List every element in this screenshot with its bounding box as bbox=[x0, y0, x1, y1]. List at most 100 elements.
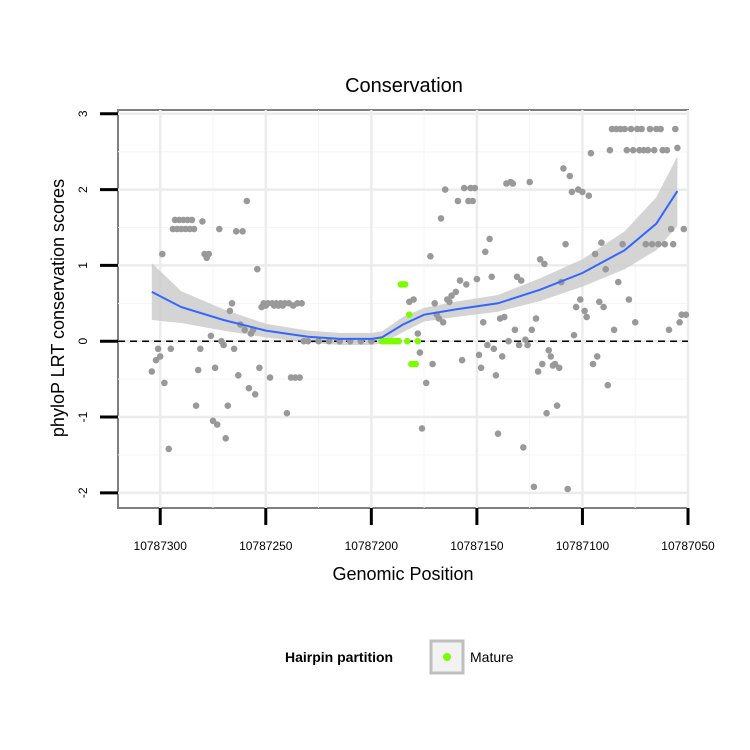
data-point bbox=[581, 307, 588, 315]
data-point bbox=[437, 215, 445, 222]
data-point bbox=[602, 265, 609, 273]
data-point bbox=[213, 421, 221, 428]
data-point bbox=[410, 296, 417, 303]
data-point bbox=[657, 125, 664, 133]
data-point bbox=[427, 252, 434, 260]
data-point bbox=[579, 188, 586, 196]
data-point bbox=[566, 172, 574, 180]
data-point bbox=[650, 146, 658, 154]
data-point bbox=[627, 125, 635, 133]
data-point bbox=[222, 435, 229, 442]
data-point bbox=[494, 430, 502, 438]
mature-point bbox=[412, 360, 420, 368]
x-tick-label: 10787300 bbox=[134, 539, 188, 553]
data-point bbox=[473, 275, 481, 283]
data-point bbox=[577, 296, 584, 303]
data-point bbox=[243, 197, 251, 205]
data-point bbox=[517, 277, 525, 284]
data-point bbox=[555, 364, 563, 372]
data-point bbox=[167, 345, 175, 353]
data-point bbox=[460, 184, 468, 192]
data-point bbox=[661, 240, 669, 248]
data-point bbox=[596, 298, 603, 306]
data-point bbox=[256, 364, 263, 372]
data-point bbox=[570, 331, 578, 339]
data-point bbox=[492, 372, 500, 379]
data-point bbox=[543, 409, 550, 417]
data-point bbox=[572, 303, 580, 311]
data-point bbox=[304, 337, 312, 345]
data-point bbox=[251, 391, 259, 398]
data-point bbox=[551, 360, 559, 368]
x-tick-label: 10787250 bbox=[239, 539, 293, 553]
data-point bbox=[610, 326, 618, 334]
x-axis: 10787300 10787250 10787200 10787150 10787100… bbox=[134, 508, 715, 553]
data-point bbox=[648, 240, 656, 248]
data-point bbox=[598, 239, 605, 246]
smooth-curve bbox=[151, 190, 679, 340]
legend-label-mature: Mature bbox=[470, 649, 514, 665]
data-point bbox=[199, 218, 206, 225]
data-point bbox=[435, 315, 443, 322]
data-point bbox=[232, 228, 240, 235]
data-point bbox=[515, 341, 523, 349]
data-point bbox=[471, 184, 479, 192]
data-point bbox=[587, 149, 595, 157]
data-point bbox=[454, 197, 462, 205]
data-point bbox=[631, 319, 639, 326]
data-point bbox=[646, 125, 654, 133]
data-point bbox=[589, 360, 597, 368]
confidence-band bbox=[151, 156, 678, 345]
data-point bbox=[642, 240, 650, 248]
data-point bbox=[253, 265, 261, 273]
data-point bbox=[482, 248, 489, 256]
y-tick-label: 3 bbox=[76, 110, 90, 117]
data-point bbox=[520, 444, 527, 451]
data-point bbox=[456, 277, 464, 284]
mature-point bbox=[395, 337, 403, 345]
data-point bbox=[615, 278, 622, 286]
data-point bbox=[501, 313, 508, 321]
data-point bbox=[194, 366, 202, 374]
data-point bbox=[448, 292, 455, 300]
data-point bbox=[545, 347, 552, 354]
data-point bbox=[498, 353, 506, 360]
gridlines bbox=[118, 110, 690, 508]
data-point bbox=[283, 409, 291, 417]
data-point bbox=[463, 281, 470, 288]
data-point bbox=[667, 225, 675, 233]
data-point bbox=[418, 425, 426, 432]
data-point bbox=[682, 311, 690, 319]
data-point bbox=[486, 235, 493, 243]
data-point bbox=[159, 250, 166, 258]
data-point bbox=[205, 250, 213, 258]
x-tick-label: 10787100 bbox=[556, 539, 610, 553]
data-point bbox=[562, 240, 569, 248]
confidence-band-area bbox=[151, 156, 678, 345]
data-point bbox=[623, 146, 631, 154]
data-point bbox=[513, 273, 521, 281]
mature-point bbox=[406, 311, 413, 319]
legend: Hairpin partition Mature bbox=[285, 639, 514, 675]
data-point bbox=[680, 225, 688, 233]
data-point bbox=[532, 315, 540, 322]
data-point bbox=[644, 146, 652, 154]
data-point bbox=[539, 360, 546, 368]
data-point bbox=[245, 384, 253, 392]
data-point bbox=[431, 300, 439, 307]
data-point bbox=[526, 178, 533, 186]
data-point bbox=[190, 225, 198, 233]
data-point bbox=[629, 146, 637, 154]
data-point bbox=[241, 326, 248, 334]
data-point bbox=[522, 336, 529, 344]
data-point bbox=[192, 402, 200, 410]
data-point bbox=[148, 368, 156, 375]
data-point bbox=[509, 180, 517, 187]
data-point bbox=[188, 216, 196, 224]
legend-key-mature bbox=[443, 653, 451, 661]
data-point bbox=[414, 330, 422, 337]
data-point bbox=[625, 296, 633, 303]
data-point bbox=[655, 240, 662, 248]
data-point bbox=[479, 319, 487, 326]
